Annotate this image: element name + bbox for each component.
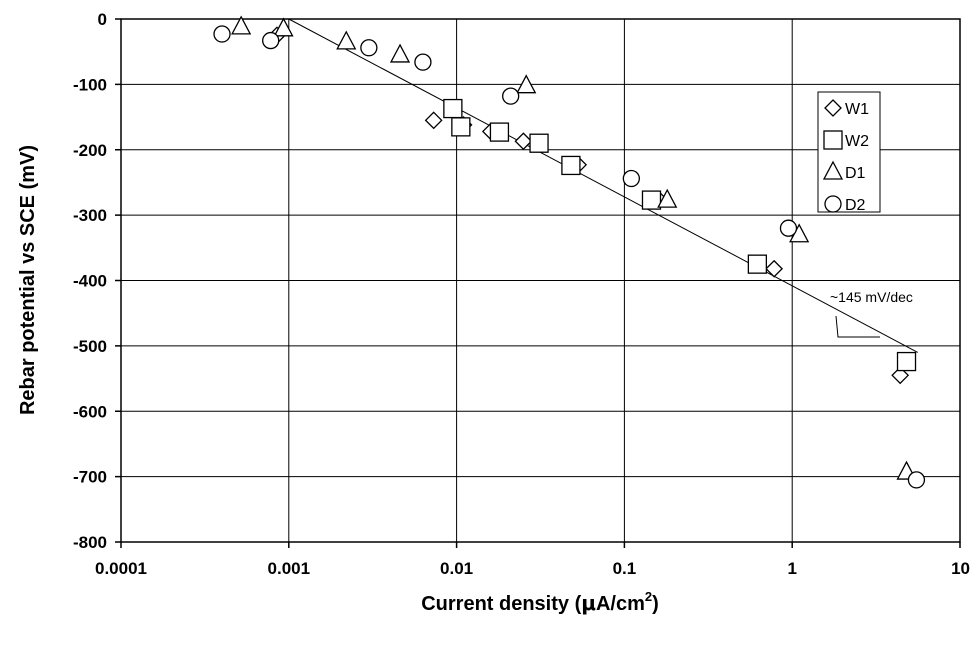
legend-label-w2: W2 xyxy=(845,133,869,150)
triangle-point-d1 xyxy=(516,74,537,94)
circle-point-d2 xyxy=(213,25,231,43)
triangle-point-d1 xyxy=(336,30,357,50)
triangle-point-d1 xyxy=(657,188,678,208)
legend: W1 W2 D1 D2 xyxy=(817,91,881,214)
diamond-point-w1 xyxy=(891,366,910,385)
y-tick-label: -200 xyxy=(73,141,107,160)
circle-point-d2 xyxy=(360,39,378,57)
triangle-point-d1 xyxy=(231,15,252,35)
slope-indicator xyxy=(835,315,880,338)
square-point-w2 xyxy=(896,351,917,372)
circle-point-d2 xyxy=(262,31,280,50)
diamond-point-w1 xyxy=(424,111,443,130)
y-tick-label: -800 xyxy=(73,533,107,552)
diamond-point-w1 xyxy=(514,132,533,151)
square-point-w2 xyxy=(529,133,549,153)
square-point-w2 xyxy=(641,190,662,210)
legend-label-w1: W1 xyxy=(845,101,869,118)
legend-marker-w1 xyxy=(824,99,842,117)
series-w2 xyxy=(443,98,917,372)
x-tick-label: 0.01 xyxy=(440,559,473,578)
circle-point-d2 xyxy=(907,471,926,489)
series-d1 xyxy=(231,15,917,480)
square-point-w2 xyxy=(443,98,463,119)
legend-label-d1: D1 xyxy=(845,165,866,182)
slope-annotation: ~145 mV/dec xyxy=(830,289,913,305)
square-point-w2 xyxy=(747,254,768,274)
x-tick-label: 0.1 xyxy=(613,559,637,578)
y-tick-label: -100 xyxy=(73,75,107,94)
x-tick-label: 0.0001 xyxy=(95,559,147,578)
triangle-point-d1 xyxy=(273,17,294,37)
square-point-w2 xyxy=(561,155,581,176)
trendline-group xyxy=(288,18,918,353)
square-point-w2 xyxy=(451,117,471,137)
x-axis-title: Current density (μA/cm2) xyxy=(421,589,659,615)
circle-point-d2 xyxy=(414,53,432,71)
axis-ticks: 0 -100 -200 -300 -400 -500 -600 -700 -800 0.0001 0… xyxy=(73,10,970,578)
series-d2 xyxy=(213,25,926,489)
y-tick-label: -400 xyxy=(73,272,107,291)
gridlines xyxy=(121,19,960,542)
legend-label-d2: D2 xyxy=(845,197,866,214)
y-axis-title: Rebar potential vs SCE (mV) xyxy=(17,145,39,415)
y-tick-label: -600 xyxy=(73,402,107,421)
x-tick-label: 10 xyxy=(951,559,970,578)
y-tick-label: -700 xyxy=(73,468,107,487)
series-w1 xyxy=(268,26,910,385)
circle-point-d2 xyxy=(502,87,520,105)
square-point-w2 xyxy=(489,122,510,142)
y-tick-label: -500 xyxy=(73,337,107,356)
legend-marker-d2 xyxy=(824,195,842,213)
circle-point-d2 xyxy=(622,169,640,188)
legend-marker-w2 xyxy=(823,130,843,150)
data-markers xyxy=(213,15,926,489)
trendline xyxy=(288,18,918,353)
legend-marker-d1 xyxy=(822,160,844,180)
x-tick-label: 0.001 xyxy=(268,559,311,578)
y-tick-label: -300 xyxy=(73,206,107,225)
diamond-point-w1 xyxy=(765,259,784,278)
x-tick-label: 1 xyxy=(787,559,796,578)
circle-point-d2 xyxy=(779,219,798,237)
y-tick-label: 0 xyxy=(98,10,107,29)
triangle-point-d1 xyxy=(389,43,411,63)
